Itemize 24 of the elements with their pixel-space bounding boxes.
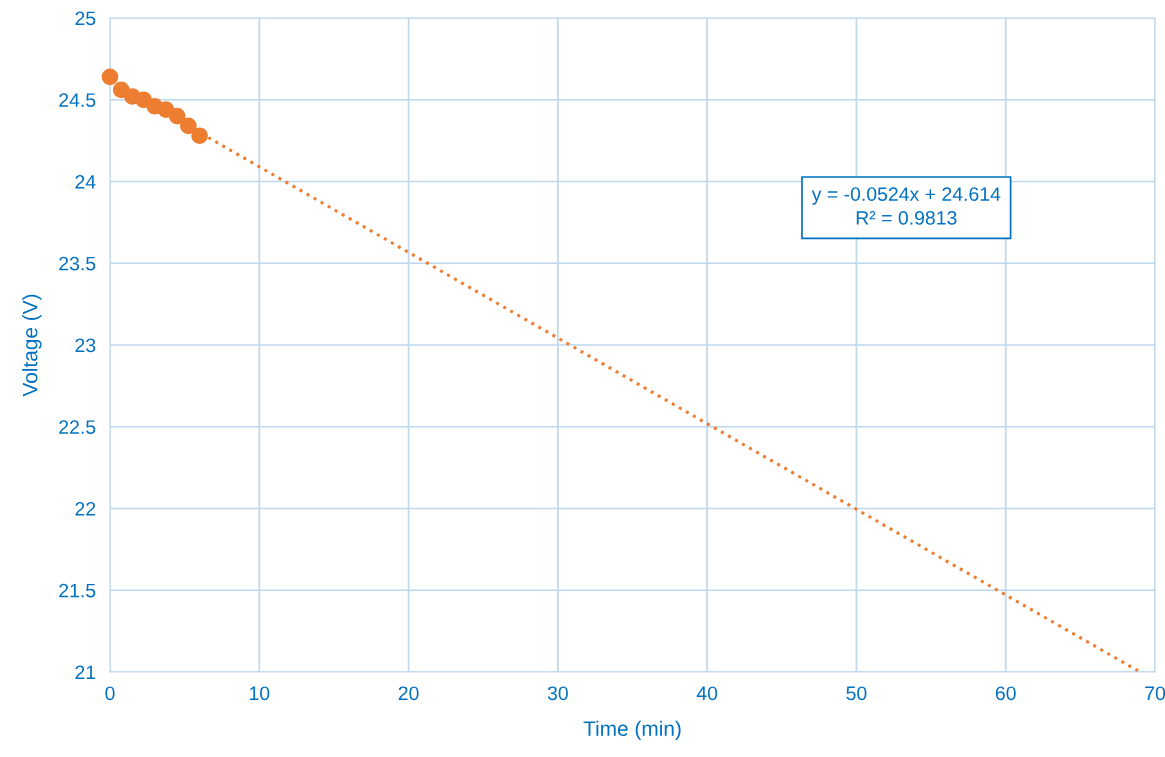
x-tick-label: 10	[249, 686, 270, 701]
y-tick-label: 22	[75, 501, 96, 516]
y-tick-label: 23.5	[59, 256, 96, 271]
y-tick-label: 24.5	[59, 93, 96, 107]
y-axis-title: Voltage (V)	[22, 294, 42, 397]
y-tick-label: 23	[75, 338, 96, 353]
point	[191, 127, 208, 145]
point	[168, 107, 186, 125]
x-tick-label: 70	[1145, 686, 1165, 701]
x-tick-label: 60	[995, 686, 1016, 701]
x-tick-label: 40	[696, 686, 718, 701]
y-tick-label: 24	[75, 174, 96, 189]
x-tick-label: 30	[547, 686, 568, 701]
point	[180, 117, 197, 135]
point	[101, 68, 119, 86]
x-tick-label: 20	[398, 686, 419, 701]
y-tick-label: 25	[75, 11, 96, 26]
y-tick-label: 22.5	[59, 420, 96, 434]
y-tick-label: 21	[75, 665, 96, 680]
y-tick-label: 21.5	[59, 583, 96, 598]
x-tick-label: 50	[846, 686, 867, 701]
x-axis-title: Time (min)	[583, 720, 681, 741]
annotation: y = -0.0524x + 24.614 R² = 0.9813	[811, 187, 1001, 225]
x-tick-label: 0	[105, 686, 115, 701]
